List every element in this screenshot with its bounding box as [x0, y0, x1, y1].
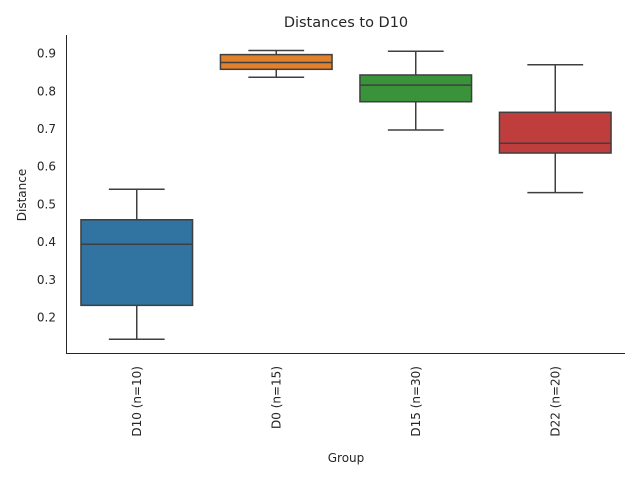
y-axis: 0.2 0.3 0.4 0.5 0.6 0.7 0.8 0.9	[37, 47, 56, 325]
y-tick-label: 0.9	[37, 47, 56, 61]
y-tick-label: 0.7	[37, 122, 56, 136]
chart-title: Distances to D10	[284, 15, 408, 31]
y-tick-label: 0.4	[37, 235, 56, 249]
y-tick-label: 0.8	[37, 84, 56, 98]
iqr-box	[359, 74, 473, 103]
boxes	[80, 49, 612, 341]
box-group	[359, 50, 473, 131]
x-tick-label: D15 (n=30)	[409, 366, 423, 437]
x-axis: D10 (n=10) D0 (n=15) D15 (n=30) D22 (n=20)	[130, 366, 563, 437]
x-tick-label: D0 (n=15)	[269, 366, 283, 429]
box-group	[80, 188, 194, 341]
y-tick-label: 0.2	[37, 311, 56, 325]
y-axis-label: Distance	[15, 169, 29, 221]
y-tick-label: 0.3	[37, 273, 56, 287]
box-group	[498, 64, 612, 194]
y-tick-label: 0.6	[37, 160, 56, 174]
iqr-box	[80, 219, 194, 307]
x-tick-label: D10 (n=10)	[130, 366, 144, 437]
x-tick-label: D22 (n=20)	[548, 366, 562, 437]
box-group	[219, 49, 333, 78]
y-tick-label: 0.5	[37, 197, 56, 211]
x-axis-label: Group	[328, 451, 365, 465]
iqr-box	[498, 111, 612, 154]
